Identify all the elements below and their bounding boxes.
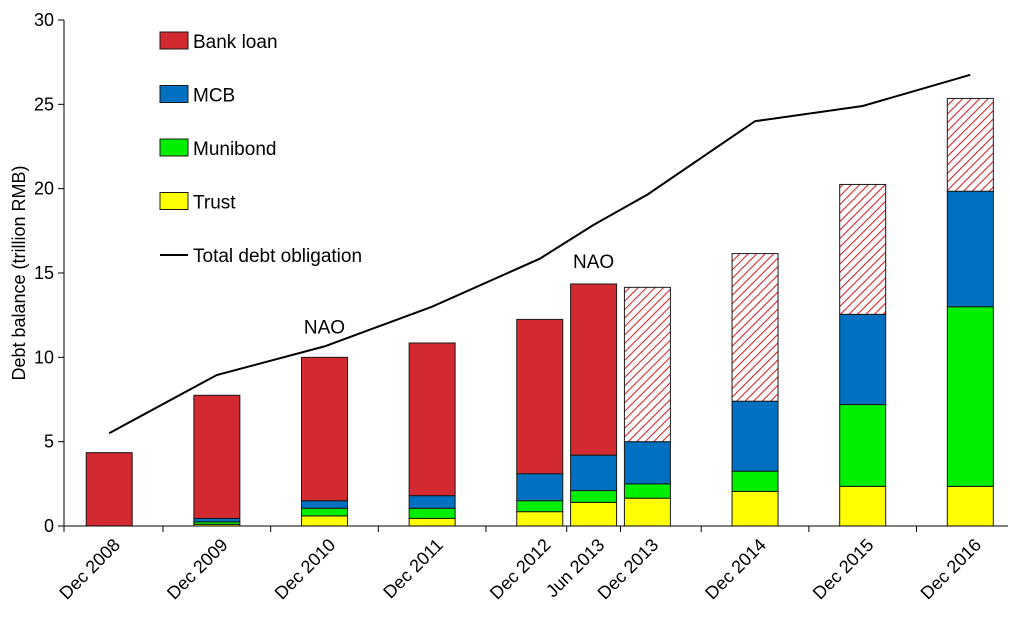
x-tick-label: Dec 2016 (917, 535, 986, 604)
bar-trust-jun-2013 (570, 501, 618, 527)
legend-label-trust: Trust (193, 193, 236, 214)
bar-trust-dec-2015 (839, 485, 887, 527)
bar-trust-dec-2016 (946, 485, 994, 527)
bar-mcb-dec-2013 (623, 441, 671, 485)
bar-munibond-dec-2011 (408, 507, 456, 519)
bar-trust-dec-2011 (408, 517, 456, 527)
x-tick-label: Dec 2010 (271, 535, 340, 604)
y-tick-label: 30 (34, 10, 54, 30)
bar-bank-loan-dec-2008 (85, 452, 133, 527)
y-tick-label: 25 (34, 94, 54, 114)
legend: Bank loan MCB Munibond Trust Total debt obli… (159, 31, 362, 267)
bar-bank-loan-jun-2013 (570, 283, 618, 456)
bar-bank-loan-dec-2009 (193, 394, 241, 519)
bar-mcb-dec-2011 (408, 495, 456, 509)
bar-trust-dec-2013 (623, 497, 671, 527)
bar-mcb-jun-2013 (570, 454, 618, 492)
legend-label-total-debt-obligation: Total debt obligation (193, 246, 362, 267)
bar-bank-loan-dec-2011 (408, 342, 456, 497)
x-tick-label: Dec 2012 (486, 535, 555, 604)
x-tick-label: Dec 2011 (379, 535, 447, 603)
bar-mcb-dec-2010 (300, 500, 348, 509)
series-line-total-debt-obligation (108, 73, 971, 435)
y-tick-label: 15 (34, 263, 54, 283)
bar-trust-dec-2010 (300, 515, 348, 527)
x-tick-label: Dec 2015 (809, 535, 878, 604)
x-tick-label: Dec 2008 (55, 535, 124, 604)
bar-bank-loan-dec-2012 (516, 318, 564, 475)
bar-trust-dec-2012 (516, 511, 564, 527)
x-tick-label: Dec 2009 (163, 535, 232, 604)
legend-swatch-mcb (159, 85, 189, 103)
bar-mcb-dec-2016 (946, 190, 994, 308)
bar-bank-loan-dec-2010 (300, 356, 348, 502)
bar-bank-loan-dec-2014 (731, 253, 779, 402)
legend-label-mcb: MCB (193, 86, 235, 107)
bar-bank-loan-dec-2016 (946, 97, 994, 192)
bar-bank-loan-dec-2013 (623, 286, 671, 443)
y-tick-label: 10 (34, 347, 54, 367)
bar-munibond-dec-2014 (731, 470, 779, 492)
bar-munibond-dec-2013 (623, 483, 671, 499)
annotation-nao: NAO (304, 318, 345, 339)
bar-mcb-dec-2012 (516, 473, 564, 502)
bar-bank-loan-dec-2015 (839, 183, 887, 315)
bar-munibond-dec-2012 (516, 500, 564, 513)
bar-mcb-dec-2015 (839, 313, 887, 406)
y-tick-label: 20 (34, 179, 54, 199)
bar-munibond-dec-2010 (300, 507, 348, 517)
bar-mcb-dec-2014 (731, 400, 779, 472)
bar-munibond-dec-2016 (946, 306, 994, 487)
y-tick-label: 5 (44, 432, 54, 452)
bar-mcb-dec-2009 (193, 517, 241, 523)
legend-label-munibond: Munibond (193, 139, 276, 160)
bar-munibond-jun-2013 (570, 490, 618, 503)
y-tick-label: 0 (44, 516, 54, 536)
plot-area: 0 5 10 15 20 25 30 Dec 2008 Dec 2009 Dec 2010 Dec … (9, 10, 1008, 603)
legend-label-bank-loan: Bank loan (193, 32, 278, 53)
x-tick-label: Dec 2014 (701, 535, 770, 604)
annotation-nao: NAO (573, 252, 614, 273)
bar-munibond-dec-2015 (839, 404, 887, 487)
legend-swatch-bank-loan (159, 31, 189, 50)
bar-trust-dec-2014 (731, 490, 779, 527)
legend-swatch-munibond (159, 138, 189, 157)
legend-swatch-trust (159, 192, 189, 210)
y-axis-label: Debt balance (trillion RMB) (9, 165, 29, 380)
